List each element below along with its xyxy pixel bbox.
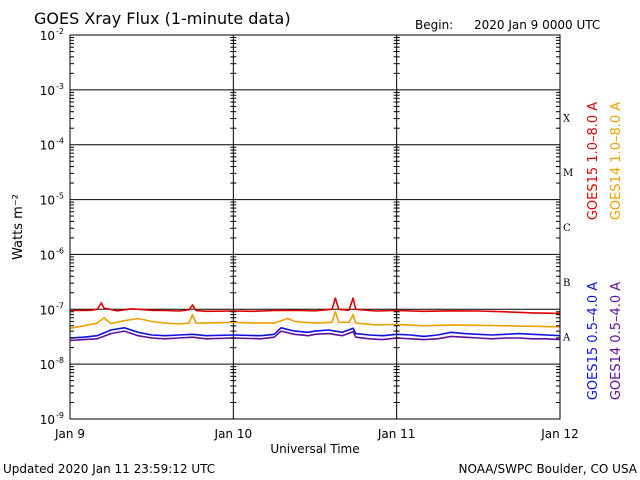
y-tick-exponent: -2 — [56, 27, 64, 36]
updated-timestamp: Updated 2020 Jan 11 23:59:12 UTC — [3, 462, 215, 476]
plot-frame — [69, 34, 561, 420]
y-tick-label: 10 — [40, 194, 55, 208]
series-line — [69, 326, 561, 339]
begin-label: Begin: — [415, 18, 453, 32]
y-tick-label: 10 — [40, 303, 55, 317]
flare-class-label: B — [563, 278, 570, 289]
credit-text: NOAA/SWPC Boulder, CO USA — [459, 462, 638, 476]
series-line — [69, 297, 561, 315]
y-tick-exponent: -6 — [56, 246, 64, 255]
x-axis-label: Universal Time — [270, 442, 359, 456]
flare-class-label: M — [563, 168, 573, 179]
y-tick-exponent: -5 — [56, 192, 64, 201]
x-tick-label: Jan 9 — [54, 427, 85, 441]
begin-value: 2020 Jan 9 0000 UTC — [474, 18, 600, 32]
y-tick-exponent: -7 — [56, 301, 64, 310]
y-tick-exponent: -3 — [56, 82, 64, 91]
legend-entry: GOES14 0.5–4.0 A — [609, 282, 624, 400]
y-tick-label: 10 — [40, 248, 55, 262]
grid-lines — [70, 35, 560, 419]
series-line — [69, 330, 561, 342]
data-series — [69, 297, 561, 342]
minor-ticks — [70, 37, 560, 403]
legend-entry: GOES14 1.0–8.0 A — [609, 102, 624, 220]
chart-title: GOES Xray Flux (1-minute data) — [34, 9, 291, 28]
legend-entry: GOES15 0.5–4.0 A — [586, 282, 601, 400]
y-tick-label: 10 — [40, 358, 55, 372]
y-tick-label: 10 — [40, 84, 55, 98]
flare-class-label: C — [563, 223, 571, 234]
x-tick-label: Jan 11 — [377, 427, 416, 441]
legend-entry: GOES15 1.0–8.0 A — [586, 102, 601, 220]
x-tick-label: Jan 10 — [214, 427, 253, 441]
x-tick-label: Jan 12 — [540, 427, 579, 441]
flare-class-label: X — [563, 113, 571, 124]
y-tick-label: 10 — [40, 29, 55, 43]
y-tick-label: 10 — [40, 139, 55, 153]
y-axis-label: Watts m⁻² — [11, 194, 26, 260]
series-line — [69, 310, 561, 330]
y-tick-exponent: -4 — [56, 137, 64, 146]
y-tick-label: 10 — [40, 413, 55, 427]
legend: GOES15 1.0–8.0 A GOES14 1.0–8.0 A GOES15 0… — [586, 102, 624, 400]
y-tick-exponent: -9 — [56, 411, 64, 420]
flare-class-label: A — [562, 333, 571, 344]
y-tick-exponent: -8 — [56, 356, 64, 365]
